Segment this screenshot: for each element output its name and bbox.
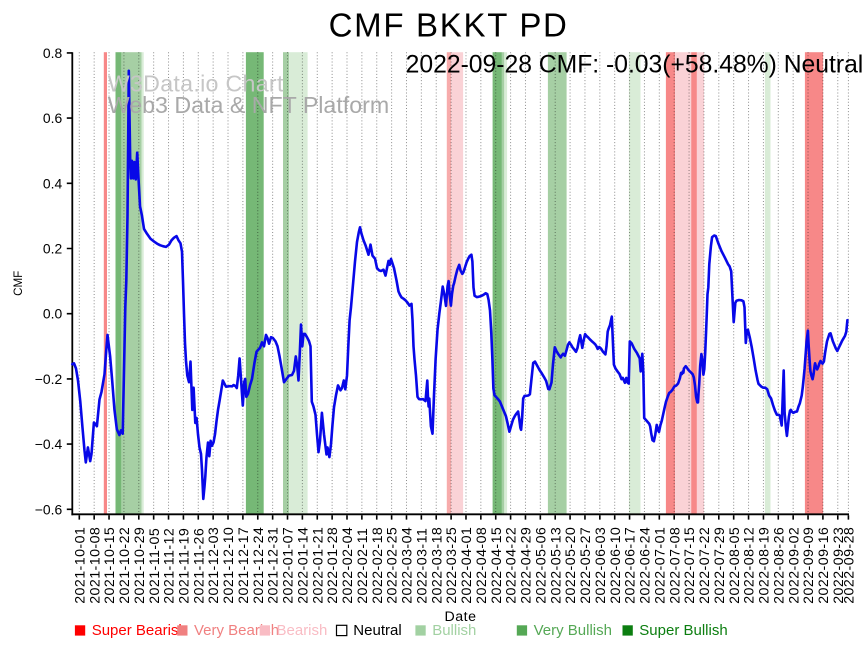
svg-text:2022-08-26: 2022-08-26 [771, 527, 787, 604]
svg-text:2022-07-15: 2022-07-15 [682, 527, 698, 604]
svg-text:2022-03-18: 2022-03-18 [429, 527, 445, 604]
svg-text:Neutral: Neutral [353, 622, 401, 639]
svg-text:2022-06-10: 2022-06-10 [608, 527, 624, 604]
svg-text:W3Data.io Chart: W3Data.io Chart [108, 70, 284, 96]
svg-text:Very Bearish: Very Bearish [194, 622, 279, 639]
svg-text:2021-11-12: 2021-11-12 [162, 528, 178, 604]
svg-text:2022-09-02: 2022-09-02 [786, 527, 802, 604]
svg-text:Web3 Data & NFT Platform: Web3 Data & NFT Platform [108, 92, 389, 118]
svg-text:2021-11-19: 2021-11-19 [177, 528, 193, 604]
svg-text:2022-05-06: 2022-05-06 [533, 527, 549, 604]
svg-text:2021-11-26: 2021-11-26 [191, 528, 207, 604]
svg-text:2021-10-15: 2021-10-15 [102, 527, 118, 604]
svg-text:2022-08-19: 2022-08-19 [757, 527, 773, 604]
svg-text:2021-12-24: 2021-12-24 [251, 527, 267, 604]
svg-text:2022-08-05: 2022-08-05 [727, 527, 743, 604]
svg-text:2021-10-29: 2021-10-29 [132, 527, 148, 604]
svg-text:−0.6: −0.6 [35, 501, 63, 517]
svg-text:2021-12-17: 2021-12-17 [236, 527, 252, 604]
svg-text:2022-01-21: 2022-01-21 [310, 527, 326, 604]
svg-text:2021-12-31: 2021-12-31 [266, 527, 282, 604]
svg-text:Very Bullish: Very Bullish [534, 622, 612, 639]
svg-text:2022-02-18: 2022-02-18 [370, 527, 386, 604]
svg-text:2022-09-28 CMF: -0.03(+58.48%): 2022-09-28 CMF: -0.03(+58.48%) Neutral [406, 52, 864, 79]
svg-text:2022-04-01: 2022-04-01 [459, 527, 475, 604]
svg-text:Super Bearish: Super Bearish [92, 622, 187, 639]
svg-text:2021-10-08: 2021-10-08 [87, 527, 103, 604]
svg-text:2022-09-09: 2022-09-09 [801, 527, 817, 604]
svg-text:2022-08-12: 2022-08-12 [742, 527, 758, 604]
svg-text:2022-02-11: 2022-02-11 [355, 528, 371, 604]
svg-text:2022-03-11: 2022-03-11 [414, 528, 430, 604]
svg-text:Bullish: Bullish [432, 622, 476, 639]
svg-text:2022-06-03: 2022-06-03 [593, 527, 609, 604]
svg-text:Bearish: Bearish [277, 622, 328, 639]
svg-text:2022-02-04: 2022-02-04 [340, 527, 356, 604]
svg-text:2022-04-29: 2022-04-29 [519, 527, 535, 604]
svg-text:2022-09-16: 2022-09-16 [816, 527, 832, 604]
svg-text:0.8: 0.8 [43, 45, 63, 61]
svg-text:0.0: 0.0 [43, 306, 63, 322]
svg-text:2022-04-15: 2022-04-15 [489, 527, 505, 604]
svg-text:2022-06-24: 2022-06-24 [638, 527, 654, 604]
svg-text:2022-04-22: 2022-04-22 [504, 527, 520, 604]
svg-text:2022-09-28: 2022-09-28 [842, 527, 858, 604]
svg-text:2022-07-29: 2022-07-29 [712, 527, 728, 604]
svg-text:2021-12-03: 2021-12-03 [206, 527, 222, 604]
svg-text:2022-05-27: 2022-05-27 [578, 527, 594, 604]
svg-text:−0.4: −0.4 [35, 436, 63, 452]
svg-text:0.4: 0.4 [43, 175, 63, 191]
svg-text:Date: Date [445, 609, 477, 625]
svg-text:−0.2: −0.2 [35, 371, 63, 387]
svg-text:2022-02-25: 2022-02-25 [385, 527, 401, 604]
svg-text:2022-01-07: 2022-01-07 [281, 527, 297, 604]
svg-text:2021-11-05: 2021-11-05 [147, 528, 163, 604]
svg-text:0.2: 0.2 [43, 241, 63, 257]
svg-text:CMF: CMF [12, 271, 25, 296]
svg-text:2022-03-25: 2022-03-25 [444, 527, 460, 604]
svg-text:2022-07-08: 2022-07-08 [667, 527, 683, 604]
svg-text:2021-12-10: 2021-12-10 [221, 527, 237, 604]
svg-text:2021-10-01: 2021-10-01 [72, 527, 88, 604]
svg-text:2022-09-23: 2022-09-23 [831, 527, 847, 604]
svg-text:2022-07-22: 2022-07-22 [697, 527, 713, 604]
svg-text:2021-10-22: 2021-10-22 [117, 527, 133, 604]
svg-text:2022-01-28: 2022-01-28 [325, 527, 341, 604]
svg-text:2022-07-01: 2022-07-01 [652, 527, 668, 604]
svg-text:2022-03-04: 2022-03-04 [400, 527, 416, 604]
svg-text:2022-06-17: 2022-06-17 [623, 527, 639, 604]
svg-text:2022-04-08: 2022-04-08 [474, 527, 490, 604]
svg-text:2022-01-14: 2022-01-14 [295, 527, 311, 604]
svg-text:2022-05-13: 2022-05-13 [548, 527, 564, 604]
svg-text:CMF BKKT PD: CMF BKKT PD [329, 7, 569, 44]
svg-text:2022-05-20: 2022-05-20 [563, 527, 579, 604]
svg-text:Super Bullish: Super Bullish [639, 622, 727, 639]
svg-text:0.6: 0.6 [43, 110, 63, 126]
